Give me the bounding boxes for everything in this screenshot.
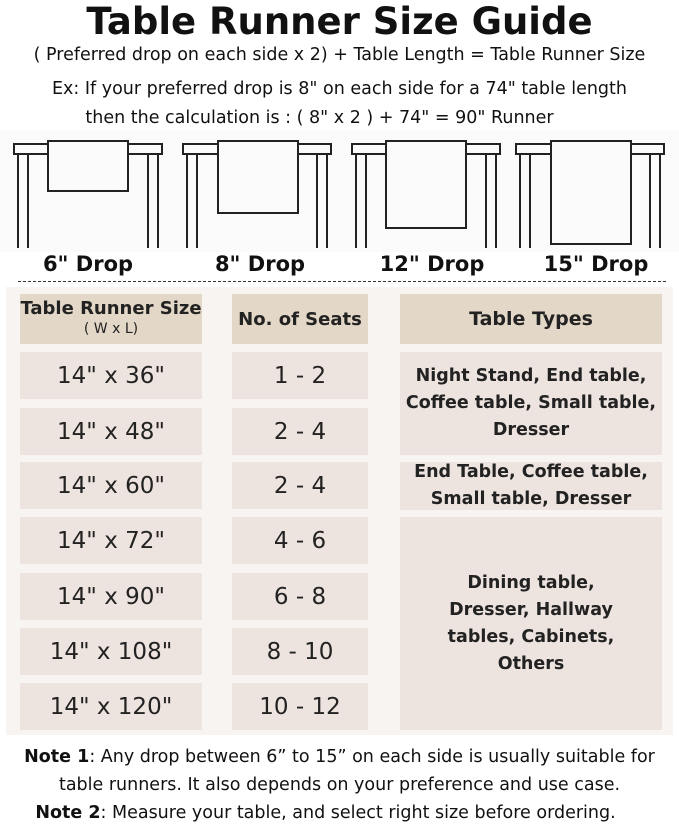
runner	[385, 140, 467, 229]
drop-label-8: 8" Drop	[214, 252, 306, 276]
drop-label-12: 12" Drop	[379, 252, 485, 276]
header-size-sub: ( W x L)	[83, 321, 139, 337]
note-1-line2: table runners. It also depends on your p…	[58, 775, 621, 795]
note-1-label: Note 1	[24, 747, 90, 767]
drop-diagrams	[0, 130, 679, 252]
note-2: Note 2: Measure your table, and select r…	[0, 802, 665, 824]
seats-cell: 10 - 12	[232, 683, 368, 730]
header-size-label: Table Runner Size	[20, 298, 202, 319]
note-1: Note 1: Any drop between 6” to 15” on ea…	[0, 746, 679, 768]
seats-cell: 6 - 8	[232, 573, 368, 620]
runner	[550, 140, 632, 245]
seats-cell: 2 - 4	[232, 408, 368, 455]
page-title: Table Runner Size Guide	[86, 0, 593, 43]
size-cell: 14" x 90"	[20, 573, 202, 620]
types-cell: End Table, Coffee table, Small table, Dr…	[400, 462, 662, 510]
size-cell: 14" x 72"	[20, 517, 202, 564]
example-line-2: then the calculation is : ( 8" x 2 ) + 7…	[85, 108, 554, 128]
example-line-1: Ex: If your preferred drop is 8" on each…	[51, 79, 627, 99]
seats-cell: 8 - 10	[232, 628, 368, 675]
size-cell: 14" x 36"	[20, 352, 202, 399]
size-table: Table Runner Size ( W x L) No. of Seats …	[6, 287, 673, 735]
runner	[47, 140, 129, 192]
note-2-text: : Measure your table, and select right s…	[100, 803, 616, 823]
note-1-text: : Any drop between 6” to 15” on each sid…	[89, 747, 655, 767]
size-cell: 14" x 60"	[20, 462, 202, 509]
size-cell: 14" x 108"	[20, 628, 202, 675]
seats-cell: 1 - 2	[232, 352, 368, 399]
seats-cell: 4 - 6	[232, 517, 368, 564]
divider	[18, 281, 666, 282]
header-size: Table Runner Size ( W x L)	[20, 294, 202, 344]
note-2-label: Note 2	[35, 803, 101, 823]
header-seats: No. of Seats	[232, 294, 368, 344]
formula: ( Preferred drop on each side x 2) + Tab…	[33, 45, 646, 65]
types-cell: Dining table, Dresser, Hallway tables, C…	[400, 517, 662, 730]
size-cell: 14" x 48"	[20, 408, 202, 455]
seats-cell: 2 - 4	[232, 462, 368, 509]
types-cell: Night Stand, End table, Coffee table, Sm…	[400, 352, 662, 455]
size-cell: 14" x 120"	[20, 683, 202, 730]
header-types: Table Types	[400, 294, 662, 344]
drop-label-15: 15" Drop	[543, 252, 649, 276]
drop-label-6: 6" Drop	[42, 252, 134, 276]
runner	[217, 140, 299, 214]
